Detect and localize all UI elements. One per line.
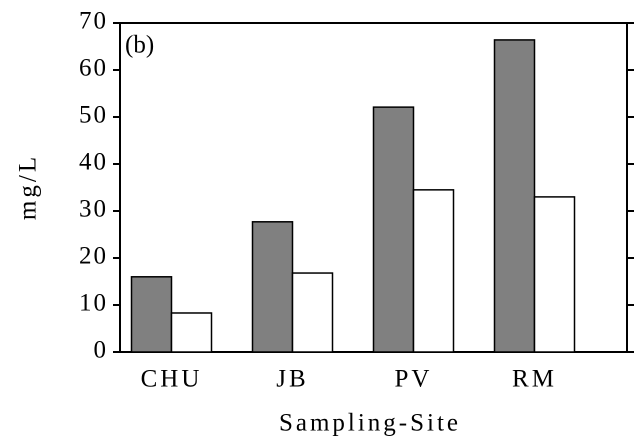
bar (170, 312, 213, 353)
x-tick-label: CHU (141, 366, 203, 393)
y-tick-label: 50 (79, 102, 108, 129)
annotation: (b) (125, 32, 154, 59)
y-tick-label: 0 (94, 337, 109, 364)
y-tick-label: 20 (79, 243, 108, 270)
y-tick-label: 70 (79, 8, 108, 35)
bar (130, 276, 173, 353)
x-tick-label: PV (395, 366, 433, 393)
x-tick-label: RM (512, 366, 557, 393)
y-tick-label: 60 (79, 55, 108, 82)
bar (493, 39, 536, 353)
x-tick-label: JB (276, 366, 308, 393)
y-tick-label: 10 (79, 290, 108, 317)
bar (291, 272, 334, 353)
bar (251, 221, 294, 353)
bar (372, 106, 415, 353)
y-tick-label: 30 (79, 196, 108, 223)
y-axis-label: mg/L (15, 154, 42, 220)
x-axis-label: Sampling-Site (279, 410, 461, 437)
bar (412, 189, 455, 353)
bar (533, 196, 576, 353)
y-tick-label: 40 (79, 149, 108, 176)
